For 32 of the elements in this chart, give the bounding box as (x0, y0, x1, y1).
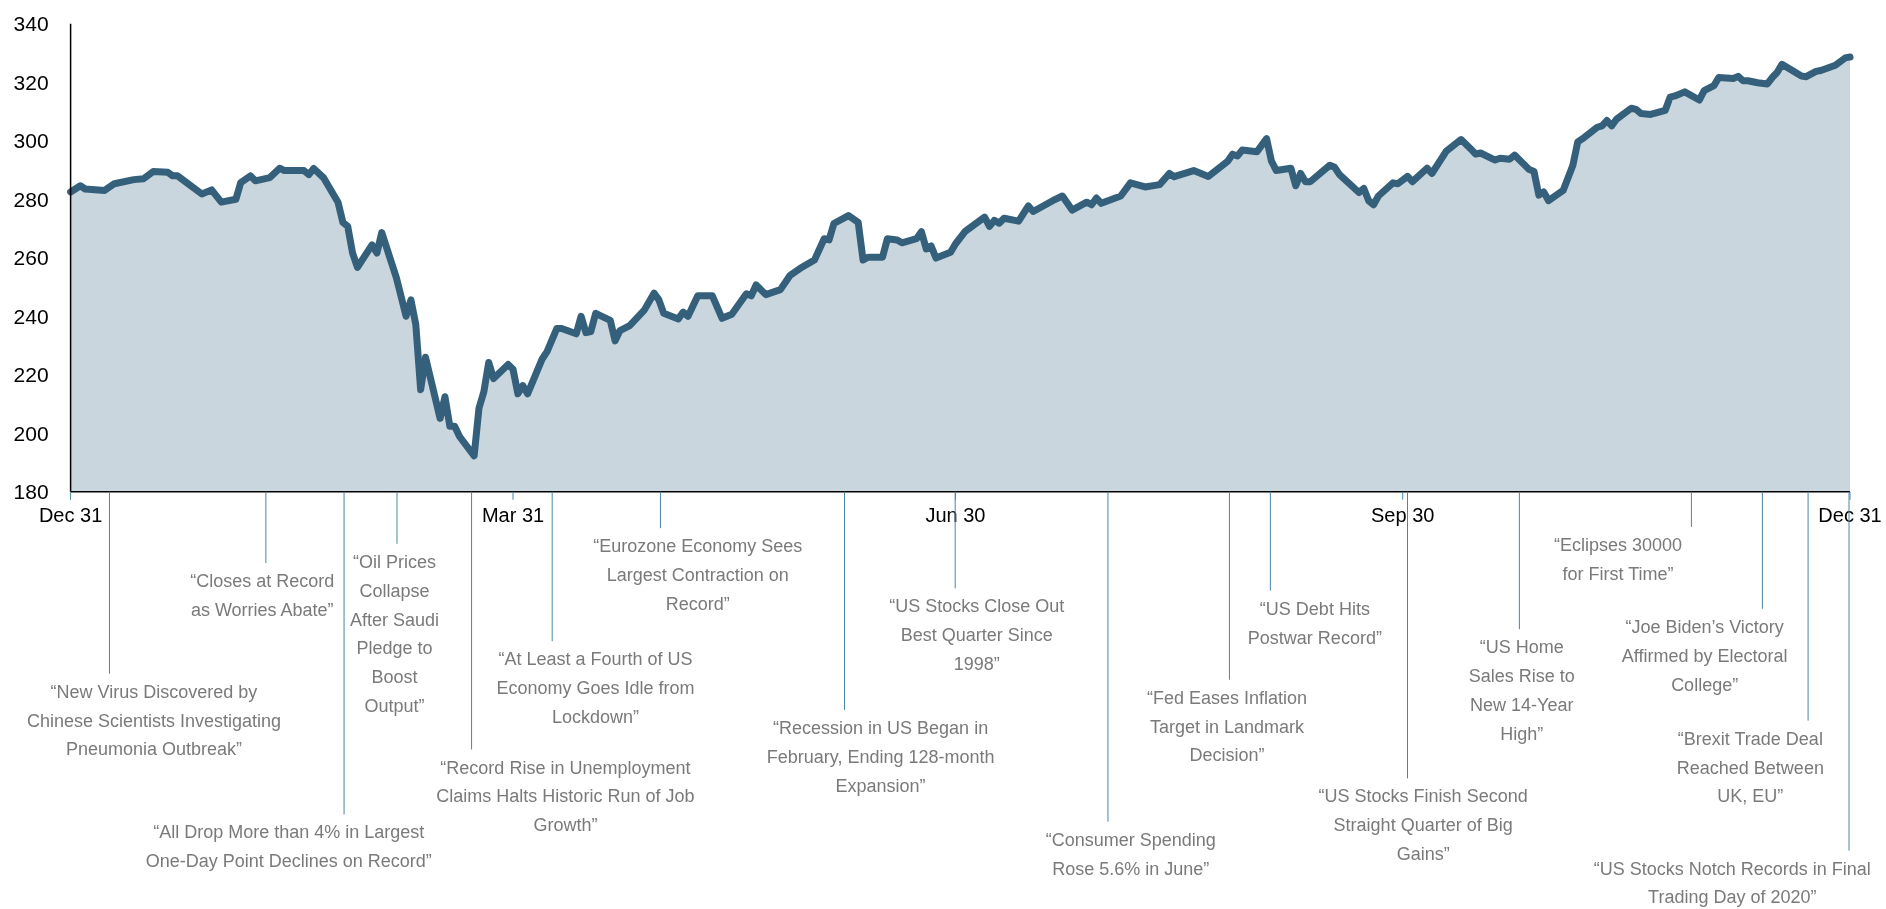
y-tick-label: 280 (13, 187, 49, 211)
x-tick-label: Mar 31 (481, 503, 545, 526)
text: “Eurozone Economy Sees Largest Contraction on Record” (593, 536, 803, 614)
text: “Fed Eases Inflation Target in Landmark Decision” (1147, 687, 1308, 766)
text: “Consumer Spending Rose 5.6% in June” (1045, 829, 1216, 879)
x-tick-label: Sep 30 (1371, 503, 1435, 526)
text: “All Drop More than 4% in Largest One-Day Point Declines on Record” (145, 822, 432, 872)
text: “US Debt Hits Postwar Record” (1247, 598, 1382, 648)
text: “Eclipses 30000 for First Time” (1554, 534, 1683, 584)
text: “At Least a Fourth of US Economy Goes Idle from Lockdown” (496, 649, 695, 727)
x-tick-label: Dec 31 (1818, 503, 1882, 526)
text: “New Virus Discovered by Chinese Scientists Investigating Pneumonia Outbreak” (26, 681, 282, 760)
text: “US Home Sales Rise to New 14-Year High” (1468, 637, 1575, 744)
y-tick-label: 240 (13, 304, 49, 328)
text: “Closes at Record as Worries Abate” (190, 571, 335, 620)
text: “Oil Prices Collapse After Saudi Pledge to Boost Output” (350, 551, 440, 717)
y-tick-label: 260 (13, 246, 49, 270)
y-tick-label: 220 (13, 363, 49, 387)
text: “US Stocks Close Out Best Quarter Since 1998” (889, 596, 1065, 675)
text: “Record Rise in Unemployment Claims Halts Historic Run of Job Growth” (436, 757, 695, 836)
text: “Joe Biden’s Victory Affirmed by Electoral College” (1621, 616, 1788, 695)
y-tick-label: 320 (13, 70, 49, 94)
text: “Recession in US Began in February, Ending 128-month Expansion” (766, 717, 995, 796)
text: “Brexit Trade Deal Reached Between UK, EU” (1676, 728, 1824, 807)
y-tick-label: 200 (13, 421, 49, 445)
text: “US Stocks Finish Second Straight Quarter of Big Gains” (1318, 786, 1528, 865)
y-tick-label: 340 (13, 12, 49, 36)
x-tick-label: Dec 31 (38, 503, 103, 526)
text: “US Stocks Notch Records in Final Trading Day of 2020” (1593, 858, 1871, 908)
y-tick-label: 180 (13, 480, 49, 504)
x-tick-label: Jun 30 (925, 503, 986, 526)
y-tick-label: 300 (13, 129, 49, 153)
